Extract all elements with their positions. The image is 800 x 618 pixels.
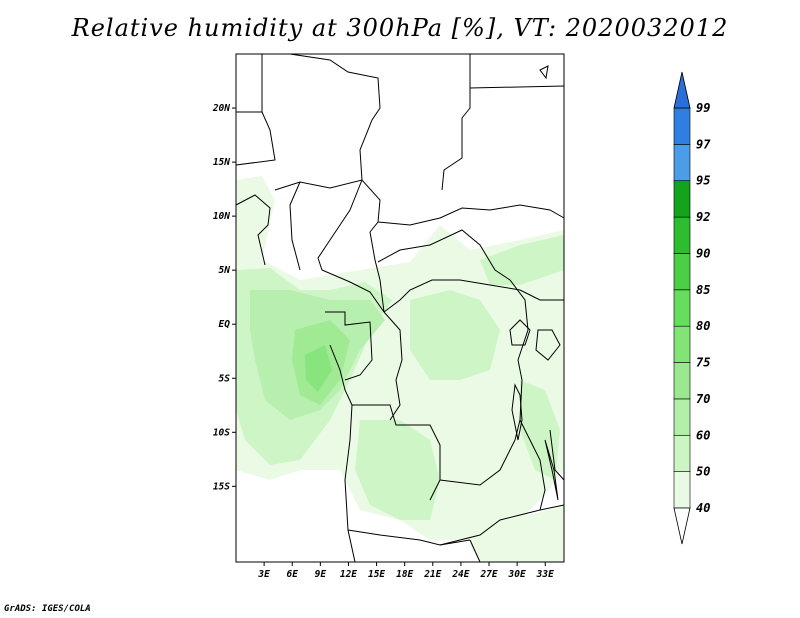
colorbar-swatch <box>673 398 691 436</box>
y-tick-label: EQ <box>219 319 231 330</box>
y-tick-label: 5N <box>219 265 231 276</box>
x-tick-label: 21E <box>423 569 441 580</box>
colorbar-label: 60 <box>696 428 710 442</box>
border-line <box>347 529 471 546</box>
border-line <box>369 231 385 313</box>
colorbar-swatch <box>673 471 691 509</box>
colorbar-swatch <box>673 325 691 363</box>
x-tick-label: 6E <box>287 569 299 580</box>
border-line <box>289 53 381 181</box>
humidity-shading <box>236 176 564 562</box>
y-axis: 20N 15N 10N 5N EQ 5S 10S 15S <box>212 103 236 492</box>
border-line <box>439 504 565 546</box>
colorbar-swatch <box>673 216 691 254</box>
lake-outline <box>535 329 561 361</box>
lake-outline <box>539 65 549 80</box>
border-line <box>441 54 471 191</box>
border-line <box>469 85 565 89</box>
y-tick-label: 15N <box>213 157 230 168</box>
border-line <box>344 404 356 563</box>
y-tick-label: 10N <box>213 211 230 222</box>
border-line <box>377 204 565 226</box>
border-line <box>383 311 403 421</box>
colorbar-label: 50 <box>696 465 710 479</box>
humidity-band-50-south <box>355 420 440 520</box>
humidity-band-75 <box>305 345 332 392</box>
border-line <box>329 344 353 406</box>
lake-outline <box>511 383 523 441</box>
border-line <box>289 181 301 271</box>
colorbar-swatch <box>673 434 691 472</box>
grads-credit: GrADS: IGES/COLA <box>4 604 91 614</box>
map-title: Relative humidity at 300hPa [%], VT: 202… <box>71 14 729 42</box>
colorbar-label: 90 <box>696 246 710 260</box>
colorbar-label: 97 <box>696 137 711 151</box>
map-frame <box>235 53 565 563</box>
x-tick-label: 30E <box>508 569 526 580</box>
colorbar-swatch <box>673 253 691 291</box>
colorbar-label: 92 <box>696 210 710 224</box>
border-line <box>235 111 276 166</box>
x-tick-label: 24E <box>451 569 469 580</box>
colorbar-label: 95 <box>696 174 710 188</box>
border-line <box>549 429 565 481</box>
border-line <box>383 279 521 313</box>
x-tick-label: 9E <box>315 569 327 580</box>
x-tick-label: 12E <box>340 569 357 580</box>
colorbar: 40 50 60 70 75 80 85 90 92 95 97 99 <box>673 71 711 545</box>
country-borders <box>235 53 565 563</box>
x-tick-label: 18E <box>396 569 413 580</box>
colorbar-label: 70 <box>696 392 710 406</box>
border-line <box>317 179 385 313</box>
border-line <box>377 229 529 361</box>
colorbar-swatch <box>673 180 691 218</box>
humidity-band-50-east <box>410 290 500 380</box>
colorbar-swatch <box>673 107 691 145</box>
y-tick-label: 10S <box>213 427 230 438</box>
colorbar-label: 40 <box>696 501 710 515</box>
border-line <box>325 311 373 381</box>
colorbar-label: 75 <box>696 356 710 370</box>
colorbar-label: 99 <box>696 101 710 115</box>
x-tick-label: 15E <box>368 569 385 580</box>
y-tick-label: 20N <box>212 103 230 114</box>
colorbar-under-triangle <box>673 507 691 545</box>
colorbar-label: 85 <box>696 283 710 297</box>
x-axis: 3E 6E 9E 12E 15E 18E 21E 24E 27E 30E 33E <box>257 562 554 580</box>
lake-outline <box>509 319 531 346</box>
humidity-band-40 <box>236 176 564 540</box>
map-panel: 3E 6E 9E 12E 15E 18E 21E 24E 27E 30E 33E 20N 15N 10N… <box>212 53 565 580</box>
colorbar-over-triangle <box>673 71 691 109</box>
border-line <box>235 194 271 266</box>
humidity-band-south <box>470 505 564 562</box>
border-line <box>519 289 564 301</box>
colorbar-swatch <box>673 289 691 327</box>
colorbar-swatch <box>673 144 691 182</box>
border-line <box>517 359 546 511</box>
border-line <box>469 539 481 563</box>
humidity-band-50-ne <box>480 235 564 285</box>
y-tick-label: 15S <box>213 481 230 492</box>
y-tick-label: 5S <box>219 373 231 384</box>
lake-outline <box>544 439 559 501</box>
colorbar-label: 80 <box>696 319 710 333</box>
x-tick-label: 3E <box>257 569 270 580</box>
x-tick-label: 27E <box>479 569 497 580</box>
colorbar-swatch <box>673 362 691 400</box>
x-tick-label: 33E <box>536 569 554 580</box>
